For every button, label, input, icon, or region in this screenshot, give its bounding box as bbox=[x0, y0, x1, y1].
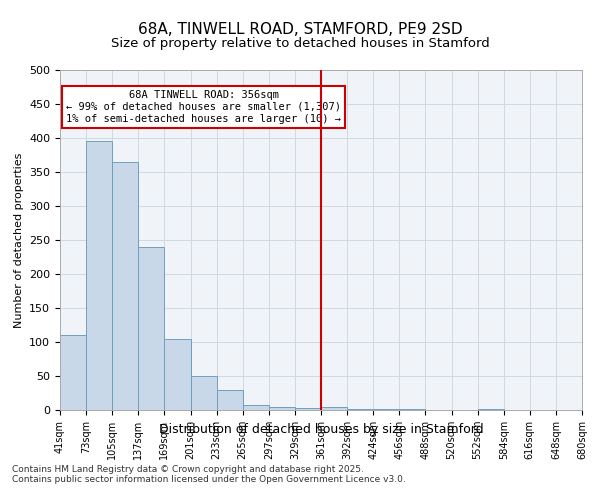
Bar bbox=[217, 390, 243, 410]
Bar bbox=[191, 376, 217, 410]
Bar bbox=[164, 338, 191, 410]
Text: 68A TINWELL ROAD: 356sqm
← 99% of detached houses are smaller (1,307)
1% of semi: 68A TINWELL ROAD: 356sqm ← 99% of detach… bbox=[66, 90, 341, 124]
Bar bbox=[60, 335, 86, 410]
Bar bbox=[295, 408, 321, 410]
Bar bbox=[269, 406, 295, 410]
Bar bbox=[347, 408, 373, 410]
Bar bbox=[242, 404, 269, 410]
Bar bbox=[86, 142, 112, 410]
Text: Contains HM Land Registry data © Crown copyright and database right 2025.
Contai: Contains HM Land Registry data © Crown c… bbox=[12, 465, 406, 484]
Bar bbox=[139, 247, 164, 410]
Y-axis label: Number of detached properties: Number of detached properties bbox=[14, 152, 23, 328]
Bar bbox=[321, 406, 347, 410]
Text: Size of property relative to detached houses in Stamford: Size of property relative to detached ho… bbox=[110, 38, 490, 51]
Text: Distribution of detached houses by size in Stamford: Distribution of detached houses by size … bbox=[158, 422, 484, 436]
Text: 68A, TINWELL ROAD, STAMFORD, PE9 2SD: 68A, TINWELL ROAD, STAMFORD, PE9 2SD bbox=[137, 22, 463, 38]
Bar bbox=[112, 162, 139, 410]
